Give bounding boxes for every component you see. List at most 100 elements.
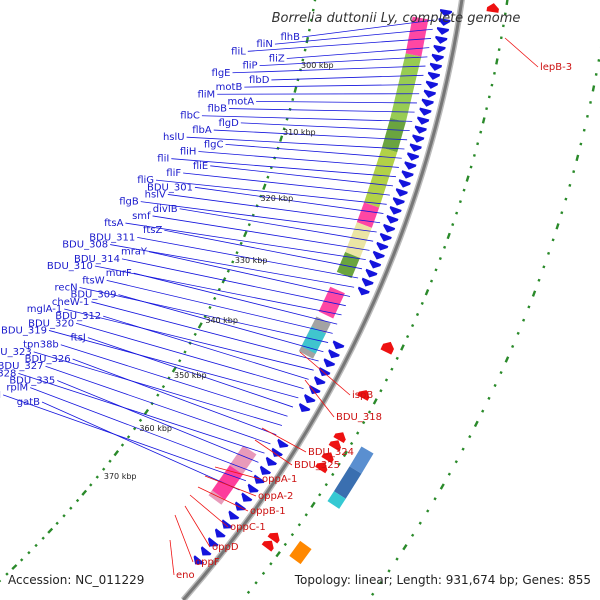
forward-gene-label: mglA-1 <box>27 304 62 315</box>
gc-marker <box>527 305 531 309</box>
gc-marker <box>356 431 360 435</box>
gc-marker <box>282 127 286 131</box>
forward-gene-arrow <box>427 71 441 80</box>
forward-gene-arrow <box>433 44 446 53</box>
forward-leader-line <box>225 143 402 159</box>
gc-marker <box>447 472 451 476</box>
kbp-tick-label: 360 kbp <box>139 424 172 433</box>
gc-marker <box>120 443 125 447</box>
forward-gene-arrow <box>412 134 425 143</box>
gc-marker <box>178 359 182 363</box>
reverse-leader-line <box>197 486 249 512</box>
forward-leader-line <box>286 47 430 59</box>
forward-gene-arrow <box>200 546 212 556</box>
forward-gene-label: fliF <box>166 168 181 179</box>
gc-marker <box>231 260 235 264</box>
forward-gene-label: BDU_327 <box>0 361 43 372</box>
gc-marker <box>465 175 470 182</box>
gc-marker <box>193 332 197 336</box>
gc-marker <box>5 572 9 576</box>
forward-gene-label: flbB <box>208 104 228 115</box>
gc-marker <box>499 36 503 40</box>
gc-marker <box>342 450 348 458</box>
forward-leader-line <box>244 84 422 88</box>
gc-marker <box>138 418 143 423</box>
gc-marker <box>310 501 316 508</box>
forward-leader-line <box>94 265 342 316</box>
forward-gene-arrow <box>228 510 240 520</box>
forward-gene-arrow <box>425 80 439 89</box>
gc-marker <box>493 71 496 75</box>
gc-marker <box>337 462 341 466</box>
gc-marker <box>501 24 505 28</box>
forward-gene-arrow <box>407 152 420 161</box>
forward-gene-arrow <box>304 394 316 404</box>
gc-marker <box>487 95 491 99</box>
feature-color-blocks <box>208 16 429 565</box>
forward-gene-arrow <box>298 402 311 413</box>
forward-gene-arrow <box>417 116 430 125</box>
gc-marker <box>266 175 270 179</box>
gc-marker <box>586 114 589 118</box>
gc-marker <box>454 460 458 464</box>
gc-marker <box>461 447 465 451</box>
forward-gene-arrow <box>435 35 448 44</box>
forward-leader-line <box>171 158 396 178</box>
gc-marker <box>305 36 310 44</box>
gc-marker <box>490 83 494 87</box>
forward-gene-arrow <box>409 143 422 152</box>
reverse-gene-label: BDU_325 <box>294 460 340 471</box>
forward-gene-label: ftsA <box>104 218 123 229</box>
forward-gene-label: flgC <box>204 139 224 150</box>
gc-marker <box>261 571 266 576</box>
gc-marker <box>395 356 399 360</box>
kbp-tick-label: 370 kbp <box>104 472 137 481</box>
kbp-tick-label: 310 kbp <box>283 128 316 137</box>
gc-marker <box>390 367 394 371</box>
forward-gene-label: BDU_314 <box>74 254 120 265</box>
feature-block <box>356 202 380 228</box>
forward-gene-arrow <box>277 438 289 448</box>
forward-leader-line <box>198 151 399 168</box>
gc-marker <box>429 279 434 283</box>
gc-marker <box>434 268 438 272</box>
gc-marker <box>183 350 187 354</box>
forward-gene-label: murF <box>106 268 132 279</box>
gc-marker <box>239 241 243 245</box>
forward-leader-line <box>79 287 329 343</box>
forward-leader-line <box>179 208 374 242</box>
accession-text: Accession: NC_011229 <box>8 573 144 587</box>
forward-gene-arrow <box>404 161 417 170</box>
forward-leader-line <box>30 387 253 472</box>
forward-gene-arrow <box>386 214 399 224</box>
forward-leader-line <box>125 222 366 261</box>
gc-marker <box>126 435 131 439</box>
gc-marker <box>235 251 239 255</box>
forward-leader-line <box>106 279 333 334</box>
forward-gene-arrow <box>328 349 340 359</box>
forward-gene-arrow <box>392 197 405 206</box>
forward-gene-label: tpn38b <box>23 340 59 351</box>
forward-gene-label: fliH <box>180 147 197 158</box>
forward-gene-label: fliL <box>231 46 246 57</box>
gc-marker <box>367 410 372 414</box>
feature-block <box>289 540 312 565</box>
forward-leader-line <box>155 179 387 205</box>
reverse-leader-line <box>174 514 194 563</box>
forward-gene-label: flgE <box>212 68 231 79</box>
reverse-leader-line <box>299 351 351 396</box>
gc-marker <box>542 265 546 269</box>
gc-marker <box>324 482 328 487</box>
forward-gene-label: rpsI <box>0 390 1 401</box>
forward-gene-arrow <box>398 179 411 188</box>
forward-leader-line <box>118 294 324 353</box>
gc-marker <box>275 551 281 558</box>
gc-marker <box>438 257 442 261</box>
reverse-leader-line <box>169 539 175 576</box>
gc-marker <box>371 592 375 596</box>
reverse-gene-label: oppA-2 <box>258 491 293 502</box>
forward-gene-arrow <box>395 188 408 197</box>
reverse-gene-arrow <box>315 462 328 474</box>
gc-marker <box>572 170 576 174</box>
feature-block <box>381 117 406 153</box>
